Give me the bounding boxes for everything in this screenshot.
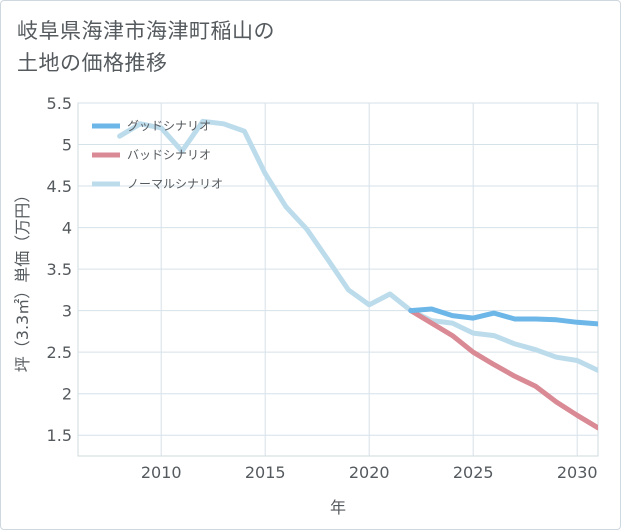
y-tick-label: 2 [62,385,72,404]
x-tick-label: 2025 [453,463,494,482]
series-line-2 [408,308,598,431]
x-axis-label: 年 [330,498,346,517]
x-tick-label: 2015 [245,463,286,482]
series-line-1 [408,306,598,327]
series-line-3 [117,118,598,373]
y-tick-label: 5 [62,136,72,155]
chart-title: 岐阜県海津市海津町稲山の 土地の価格推移 [17,15,607,79]
y-tick-label: 4 [62,219,72,238]
chart-title-line-2: 土地の価格推移 [17,51,168,75]
legend-label: グッドシナリオ [127,119,211,133]
legend-label: バッドシナリオ [127,148,211,162]
y-tick-label: 4.5 [47,177,72,196]
y-tick-label: 2.5 [47,343,72,362]
y-tick-label: 3 [62,302,72,321]
y-axis-label: 坪（3.3㎡）単価（万円） [13,187,32,372]
x-tick-label: 2030 [557,463,598,482]
y-tick-label: 3.5 [47,260,72,279]
x-tick-label: 2020 [349,463,390,482]
y-tick-label: 5.5 [47,94,72,113]
x-tick-label: 2010 [141,463,182,482]
y-tick-label: 1.5 [47,426,72,445]
chart-title-line-1: 岐阜県海津市海津町稲山の [17,19,275,43]
legend-label: ノーマルシナリオ [127,177,223,191]
